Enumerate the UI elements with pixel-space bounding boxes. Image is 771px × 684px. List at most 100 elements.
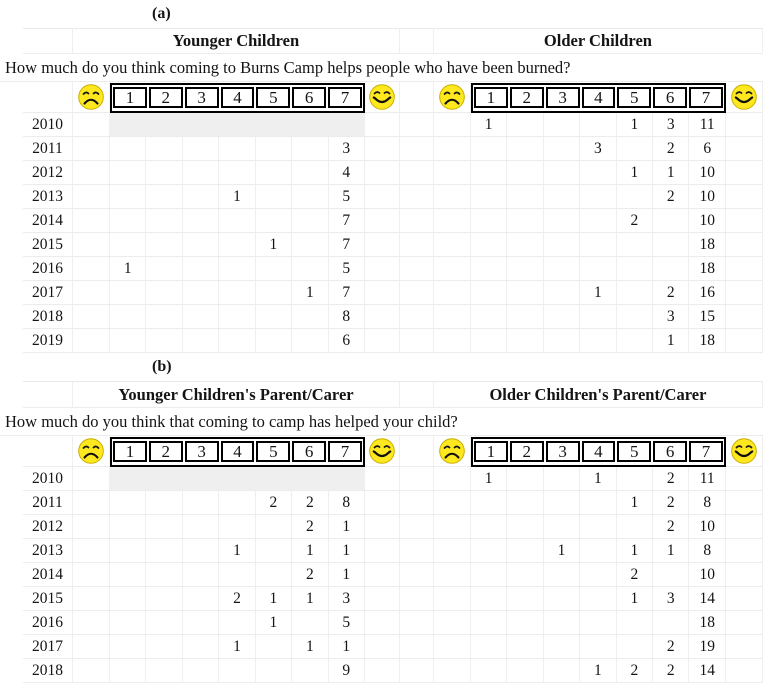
score-cell — [580, 305, 617, 329]
year-row-2014: 2014 2 1 2 10 — [0, 563, 763, 587]
scale-box-4: 4 — [581, 87, 616, 108]
score-cell — [328, 467, 365, 491]
score-cell — [616, 137, 654, 161]
score-cell — [292, 659, 329, 683]
filler-cell — [725, 467, 763, 491]
filler-cell — [433, 161, 471, 185]
filler-cell — [73, 305, 110, 329]
filler-cell — [364, 467, 400, 491]
score-cell: 1 — [580, 281, 617, 305]
blank-year-header-cell — [23, 28, 73, 54]
filler-cell — [433, 587, 471, 611]
score-cell — [470, 491, 508, 515]
scale-box-6: 6 — [653, 441, 688, 462]
year-row-2016: 2016 1 5 18 — [0, 611, 763, 635]
score-cell — [110, 611, 147, 635]
filler-cell — [433, 515, 471, 539]
score-cell — [543, 113, 581, 137]
score-cell — [146, 563, 183, 587]
panel-b-data-rows: 2010 1 1 2 11 2011 2 2 8 1 2 8 2012 2 1 2 10 2013 1 1 1 1 1 1 8 2… — [0, 467, 771, 683]
score-cell: 8 — [689, 539, 726, 563]
score-cell: 2 — [616, 209, 654, 233]
score-cell — [182, 113, 220, 137]
score-cell — [146, 137, 183, 161]
score-cell: 1 — [292, 539, 329, 563]
score-cell — [470, 233, 508, 257]
score-cell — [292, 161, 329, 185]
score-cell: 18 — [689, 233, 726, 257]
panel-a-header-row: Younger Children Older Children — [0, 28, 763, 54]
score-cell: 8 — [328, 305, 365, 329]
row-margin — [0, 491, 23, 515]
score-cell — [507, 185, 544, 209]
filler-cell — [73, 491, 110, 515]
year-row-2011: 2011 2 2 8 1 2 8 — [0, 491, 763, 515]
score-cell: 1 — [653, 329, 690, 353]
score-cell — [255, 257, 293, 281]
score-cell: 11 — [689, 113, 726, 137]
score-cell: 1 — [292, 281, 329, 305]
panel-a-question: How much do you think coming to Burns Ca… — [0, 54, 763, 82]
scale-box-2: 2 — [509, 87, 544, 108]
score-cell: 18 — [689, 257, 726, 281]
score-cell — [292, 137, 329, 161]
year-row-2016: 2016 1 5 18 — [0, 257, 763, 281]
row-margin — [0, 305, 23, 329]
score-cell — [182, 563, 220, 587]
score-cell — [146, 233, 183, 257]
score-cell — [255, 113, 293, 137]
filler-cell — [73, 281, 110, 305]
score-cell — [616, 305, 654, 329]
score-cell — [182, 161, 220, 185]
blank-year-header-cell — [23, 381, 73, 408]
score-cell — [110, 563, 147, 587]
score-cell — [110, 329, 147, 353]
filler-cell — [364, 587, 400, 611]
score-cell — [580, 185, 617, 209]
score-cell — [182, 659, 220, 683]
filler-cell — [73, 329, 110, 353]
score-cell — [110, 467, 147, 491]
row-margin — [0, 659, 23, 683]
gap-cell — [399, 515, 434, 539]
year-row-2018: 2018 8 3 15 — [0, 305, 763, 329]
score-cell: 10 — [689, 515, 726, 539]
score-cell: 1 — [616, 491, 654, 515]
filler-cell — [364, 635, 400, 659]
gap-cell — [399, 611, 434, 635]
score-cell — [507, 611, 544, 635]
score-cell: 2 — [653, 185, 690, 209]
score-cell: 10 — [689, 209, 726, 233]
score-cell — [580, 491, 617, 515]
score-cell — [653, 209, 690, 233]
score-cell — [110, 539, 147, 563]
score-cell — [507, 281, 544, 305]
scale-box-4: 4 — [581, 441, 616, 462]
score-cell: 1 — [110, 257, 147, 281]
scale-box-7: 7 — [689, 441, 723, 462]
filler-cell — [433, 209, 471, 233]
margin-cell — [0, 82, 23, 113]
score-cell — [580, 329, 617, 353]
filler-cell — [725, 137, 763, 161]
score-cell — [182, 281, 220, 305]
year-row-2015: 2015 2 1 1 3 1 3 14 — [0, 587, 763, 611]
year-label: 2010 — [23, 113, 73, 137]
row-margin — [0, 539, 23, 563]
sad-face-icon — [73, 436, 110, 467]
filler-cell — [23, 436, 73, 467]
score-cell — [653, 257, 690, 281]
score-cell: 1 — [328, 563, 365, 587]
year-label: 2013 — [23, 539, 73, 563]
filler-cell — [364, 611, 400, 635]
gap-cell — [399, 587, 434, 611]
score-cell — [616, 635, 654, 659]
younger-children-header: Younger Children — [73, 28, 400, 54]
score-cell — [146, 209, 183, 233]
score-cell — [470, 635, 508, 659]
gap-cell — [399, 436, 434, 467]
filler-cell — [433, 281, 471, 305]
panel-a-question-row: How much do you think coming to Burns Ca… — [0, 54, 763, 82]
score-cell: 1 — [328, 635, 365, 659]
score-cell — [580, 209, 617, 233]
